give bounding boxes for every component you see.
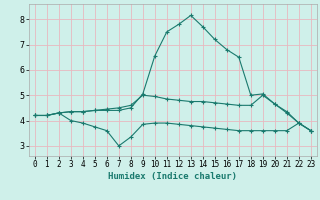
X-axis label: Humidex (Indice chaleur): Humidex (Indice chaleur)	[108, 172, 237, 181]
